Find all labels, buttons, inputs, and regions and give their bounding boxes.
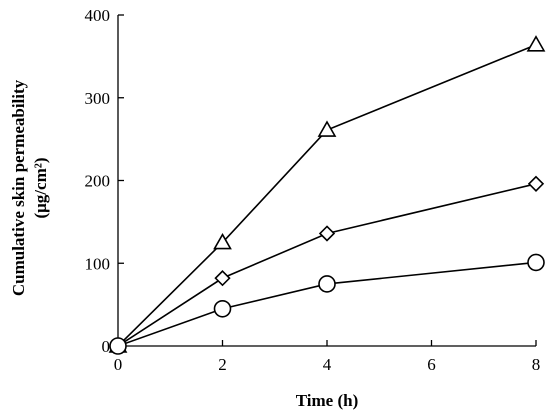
y-tick-label: 400 — [85, 6, 111, 25]
y-axis-title-line-1: Cumulative skin permeability — [9, 79, 28, 296]
y-axis-title: Cumulative skin permeability (μg/cm²) — [9, 79, 50, 296]
data-point-triangle — [526, 35, 546, 52]
series-group — [108, 35, 546, 355]
data-point-triangle — [317, 120, 337, 137]
x-axis-title: Time (h) — [296, 391, 359, 410]
data-point-circle — [213, 299, 232, 318]
data-point-triangle — [213, 232, 232, 250]
x-tick-label: 8 — [532, 355, 541, 374]
axes — [117, 15, 536, 347]
series-line-diamond — [117, 183, 537, 347]
y-tick-label: 300 — [85, 89, 111, 108]
data-point-circle — [109, 337, 127, 355]
data-point-diamond — [214, 270, 231, 287]
x-tick-label: 4 — [323, 355, 332, 374]
series-circle — [109, 253, 545, 355]
x-tick-label: 6 — [427, 355, 436, 374]
data-point-circle — [527, 253, 545, 272]
series-line-circle — [117, 261, 537, 347]
x-tick-label: 2 — [218, 355, 227, 374]
x-tick-label: 0 — [114, 355, 123, 374]
data-point-diamond — [318, 225, 336, 242]
y-tick-label: 0 — [102, 337, 111, 356]
y-tick-label: 200 — [85, 172, 111, 191]
data-point-circle — [318, 275, 336, 293]
series-line-triangle — [117, 44, 537, 347]
x-axis-ticks: 0 2 4 6 8 — [114, 340, 541, 374]
series-triangle — [108, 35, 546, 353]
data-point-diamond — [527, 175, 545, 192]
series-diamond — [109, 175, 545, 355]
y-tick-label: 100 — [85, 254, 111, 273]
y-axis-title-line-2: (μg/cm²) — [31, 158, 50, 219]
y-axis-ticks: 0 100 200 300 400 — [85, 6, 124, 356]
